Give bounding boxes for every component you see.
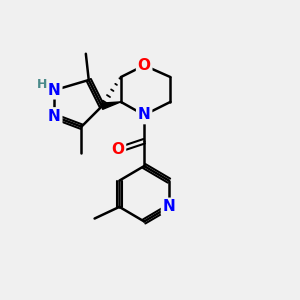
Text: O: O bbox=[138, 58, 151, 73]
Text: N: N bbox=[138, 107, 151, 122]
Text: N: N bbox=[48, 83, 61, 98]
Text: O: O bbox=[111, 142, 124, 158]
Text: N: N bbox=[48, 109, 61, 124]
Text: H: H bbox=[37, 79, 47, 92]
Text: N: N bbox=[163, 200, 175, 214]
Polygon shape bbox=[101, 102, 121, 110]
